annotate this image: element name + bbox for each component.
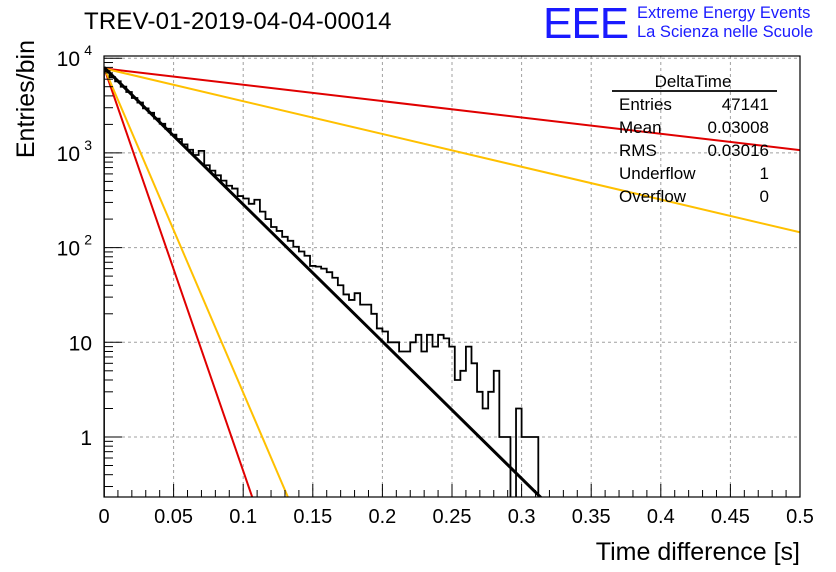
y-tick-base: 1 bbox=[80, 427, 92, 450]
stats-label: Entries bbox=[619, 95, 672, 114]
y-tick-base: 10 bbox=[69, 332, 92, 355]
stats-box-title: DeltaTime bbox=[655, 72, 732, 91]
logo-mark: EEE bbox=[543, 0, 629, 48]
x-tick-label: 0.35 bbox=[572, 506, 611, 528]
x-tick-label: 0.2 bbox=[368, 506, 396, 528]
stats-label: Underflow bbox=[619, 164, 696, 183]
axis-ticks bbox=[103, 57, 801, 497]
y-tick-base: 10 bbox=[57, 238, 80, 261]
stats-label: Overflow bbox=[619, 187, 687, 206]
y-tick-base: 10 bbox=[57, 143, 80, 166]
x-tick-label: 0.15 bbox=[293, 506, 332, 528]
stats-value: 0.03016 bbox=[708, 141, 769, 160]
x-tick-label: 0.1 bbox=[229, 506, 257, 528]
y-tick-exponent: 3 bbox=[84, 137, 92, 153]
x-tick-label: 0.5 bbox=[786, 506, 814, 528]
y-tick-label: 10 4 bbox=[57, 42, 93, 71]
eee-logo: EEE Extreme Energy Events La Scienza nel… bbox=[543, 0, 813, 48]
stats-value: 0 bbox=[760, 187, 769, 206]
line-red-steep bbox=[104, 67, 254, 497]
histogram bbox=[104, 70, 540, 497]
line-red-shallow bbox=[104, 67, 800, 152]
y-axis-label: Entries/bin bbox=[12, 40, 40, 158]
stats-label: RMS bbox=[619, 141, 657, 160]
y-tick-label: 10 3 bbox=[57, 137, 93, 166]
grid bbox=[104, 56, 800, 497]
logo-line-1: Extreme Energy Events bbox=[637, 4, 811, 22]
y-tick-label: 10 2 bbox=[57, 232, 93, 261]
line-fit bbox=[104, 66, 543, 497]
page-title: TREV-01-2019-04-04-00014 bbox=[84, 8, 392, 35]
logo-text: Extreme Energy Events La Scienza nelle S… bbox=[637, 4, 813, 42]
x-tick-label: 0.05 bbox=[154, 506, 193, 528]
stats-value: 0.03008 bbox=[708, 118, 769, 137]
plot-area bbox=[104, 66, 800, 497]
y-tick-label: 1 bbox=[80, 427, 92, 450]
y-tick-exponent: 2 bbox=[84, 232, 92, 248]
x-tick-label: 0 bbox=[98, 506, 109, 528]
y-tick-label: 10 bbox=[69, 332, 92, 355]
tick-labels: 0 0.05 0.1 0.15 0.2 0.25 0.3 0.35 0.4 0.45 0.51101… bbox=[57, 42, 814, 528]
line-yellow-steep bbox=[104, 66, 289, 497]
x-tick-label: 0.3 bbox=[508, 506, 536, 528]
stats-box: DeltaTime Entries 47141 Mean 0.03008 RMS 0.03… bbox=[612, 72, 777, 206]
logo-line-2: La Scienza nelle Scuole bbox=[637, 23, 814, 41]
x-tick-label: 0.45 bbox=[711, 506, 750, 528]
stats-value: 47141 bbox=[722, 95, 769, 114]
x-tick-label: 0.4 bbox=[647, 506, 675, 528]
y-tick-base: 10 bbox=[57, 48, 80, 71]
line-yellow-shallow bbox=[104, 67, 800, 234]
y-tick-exponent: 4 bbox=[84, 42, 92, 58]
x-axis-label: Time difference [s] bbox=[596, 538, 800, 566]
stats-value: 1 bbox=[760, 164, 769, 183]
stats-label: Mean bbox=[619, 118, 662, 137]
x-tick-label: 0.25 bbox=[433, 506, 472, 528]
